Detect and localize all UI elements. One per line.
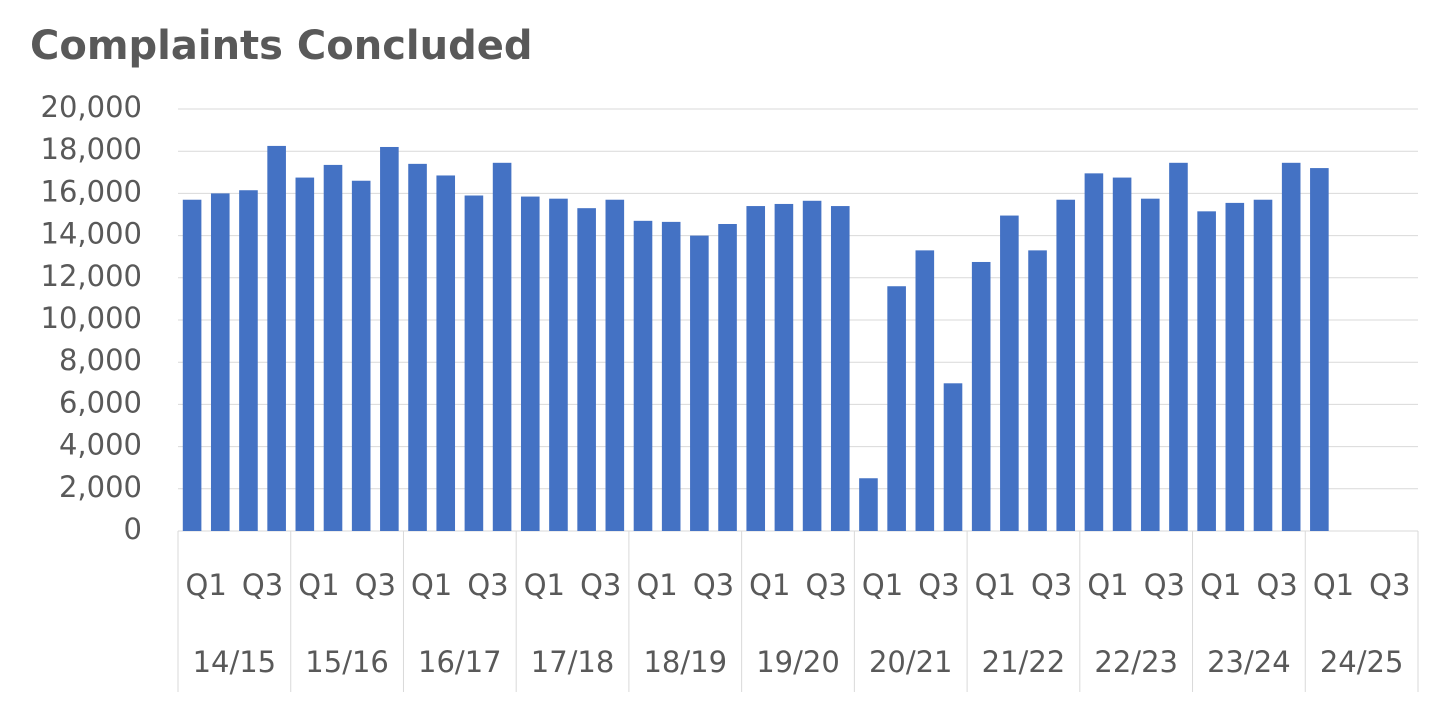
group-label: 23/24 [1207, 645, 1291, 679]
bar [661, 221, 681, 531]
bar [1225, 202, 1245, 531]
y-tick-label: 14,000 [41, 217, 142, 251]
group-label: 16/17 [418, 645, 502, 679]
x-tick-label: Q1 [1200, 568, 1241, 602]
bar [1253, 199, 1273, 532]
bar [605, 199, 625, 532]
group-label: 20/21 [869, 645, 953, 679]
x-tick-label: Q1 [298, 568, 339, 602]
y-tick-label: 6,000 [59, 385, 142, 419]
bar [887, 286, 906, 531]
x-tick-label: Q3 [1256, 568, 1297, 602]
y-tick-label: 2,000 [59, 470, 142, 504]
group-label: 24/25 [1320, 645, 1404, 679]
x-tick-label: Q3 [467, 568, 508, 602]
group-label: 19/20 [756, 645, 840, 679]
x-tick-label: Q1 [186, 568, 227, 602]
y-tick-label: 8,000 [59, 343, 142, 377]
x-tick-label: Q1 [975, 568, 1016, 602]
x-tick-label: Q3 [242, 568, 283, 602]
bar [774, 203, 794, 531]
group-label: 15/16 [305, 645, 389, 679]
y-tick-label: 18,000 [41, 132, 142, 166]
bar [718, 223, 737, 531]
bar [323, 164, 343, 532]
chart-title: Complaints Concluded [30, 23, 533, 69]
group-label: 18/19 [643, 645, 727, 679]
x-tick-label: Q1 [1087, 568, 1128, 602]
bar [182, 199, 202, 532]
x-tick-label: Q3 [1369, 568, 1410, 602]
x-tick-label: Q3 [693, 568, 734, 602]
x-tick-label: Q1 [749, 568, 790, 602]
bar [746, 206, 766, 531]
x-tick-label: Q3 [806, 568, 847, 602]
bar [1310, 168, 1329, 531]
bar [971, 261, 991, 531]
bar [1197, 211, 1216, 531]
bar [1281, 162, 1301, 531]
group-label: 22/23 [1094, 645, 1178, 679]
x-tick-label: Q1 [1313, 568, 1354, 602]
bar [239, 190, 258, 532]
y-tick-label: 0 [124, 512, 142, 546]
bar [380, 146, 399, 532]
x-tick-label: Q1 [862, 568, 903, 602]
bar [464, 195, 484, 531]
bar [1140, 198, 1160, 532]
y-tick-label: 20,000 [41, 90, 142, 124]
bar [295, 177, 315, 531]
bar [633, 220, 653, 531]
bar [1056, 199, 1076, 532]
bar [210, 193, 230, 531]
bar [1000, 215, 1019, 531]
bar [802, 200, 822, 531]
x-tick-label: Q3 [355, 568, 396, 602]
x-tick-label: Q1 [636, 568, 677, 602]
bar [351, 180, 371, 532]
group-label: 17/18 [531, 645, 615, 679]
bar [1084, 173, 1104, 532]
bar [859, 478, 878, 531]
bar [690, 235, 709, 531]
bar [492, 162, 512, 531]
bar [436, 175, 456, 531]
bar [830, 206, 850, 531]
y-tick-label: 16,000 [41, 174, 142, 208]
bar [943, 383, 963, 531]
group-label: 14/15 [193, 645, 277, 679]
bar [1028, 250, 1047, 531]
bar [577, 208, 596, 532]
x-tick-label: Q3 [918, 568, 959, 602]
y-tick-label: 10,000 [41, 301, 142, 335]
bar [408, 163, 427, 532]
y-tick-label: 12,000 [41, 259, 142, 293]
x-tick-label: Q3 [580, 568, 621, 602]
group-label: 21/22 [982, 645, 1066, 679]
bar [267, 145, 286, 532]
bar [520, 196, 540, 531]
bar [1112, 177, 1132, 531]
bar [549, 198, 568, 532]
x-tick-label: Q1 [411, 568, 452, 602]
x-tick-label: Q3 [1144, 568, 1185, 602]
bar [915, 250, 935, 531]
x-tick-label: Q1 [524, 568, 565, 602]
bar [1169, 162, 1188, 531]
y-tick-label: 4,000 [59, 428, 142, 462]
x-tick-label: Q3 [1031, 568, 1072, 602]
